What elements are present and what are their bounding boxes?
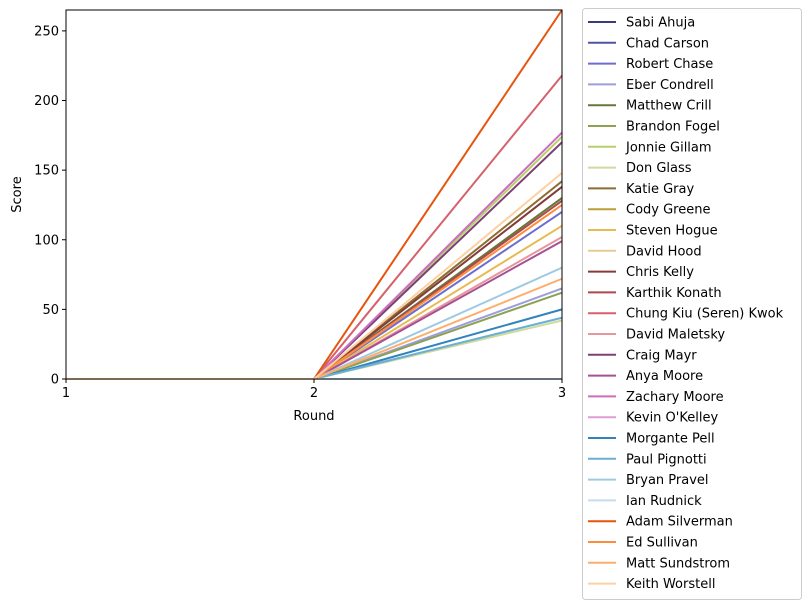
legend-item: Robert Chase — [588, 57, 713, 72]
series-line — [66, 141, 563, 380]
series-line — [66, 224, 563, 380]
y-tick-label: 0 — [51, 373, 59, 388]
legend-label: Anya Moore — [626, 369, 703, 384]
y-tick-label: 50 — [42, 303, 59, 318]
legend-item: Steven Hogue — [588, 224, 718, 239]
series-line — [66, 316, 563, 380]
series-line — [66, 131, 563, 380]
legend: Sabi Ahuja Chad Carson Robert Chase Eber Co… — [582, 8, 802, 600]
legend-label: David Hood — [626, 244, 702, 259]
y-tick-label: 100 — [34, 233, 59, 248]
y-tick-label: 200 — [34, 94, 59, 109]
x-tick-label: 1 — [62, 386, 70, 401]
legend-label: Zachary Moore — [626, 390, 724, 405]
legend-item: Zachary Moore — [588, 390, 724, 405]
legend-label: Ian Rudnick — [626, 494, 702, 509]
series-line — [66, 9, 563, 380]
legend-item: David Hood — [588, 244, 702, 259]
y-axis-label: Score — [10, 176, 25, 212]
legend-label: Katie Gray — [626, 182, 694, 197]
legend-label: Karthik Konath — [626, 286, 722, 301]
legend-item: Eber Condrell — [588, 78, 714, 93]
legend-label: David Maletsky — [626, 328, 725, 343]
x-tick-label: 2 — [310, 386, 318, 401]
legend-item: Matt Sundstrom — [588, 556, 730, 571]
legend-item: Anya Moore — [588, 369, 703, 384]
legend-item: Brandon Fogel — [588, 120, 720, 135]
legend-label: Ed Sullivan — [626, 536, 698, 551]
legend-item: Jonnie Gillam — [588, 140, 712, 155]
legend-label: Matthew Crill — [626, 99, 712, 114]
legend-label: Brandon Fogel — [626, 120, 720, 135]
legend-item: David Maletsky — [588, 328, 725, 343]
legend-item: Craig Mayr — [588, 348, 697, 363]
legend-label: Craig Mayr — [626, 348, 697, 363]
legend-label: Cody Greene — [626, 203, 710, 218]
legend-label: Chris Kelly — [626, 265, 694, 280]
legend-item: Ian Rudnick — [588, 494, 702, 509]
legend-label: Steven Hogue — [626, 224, 718, 239]
series-line — [66, 308, 563, 380]
legend-label: Morgante Pell — [626, 432, 715, 447]
legend-frame — [582, 8, 802, 600]
legend-item: Adam Silverman — [588, 515, 733, 530]
legend-label: Bryan Pravel — [626, 473, 709, 488]
legend-item: Matthew Crill — [588, 99, 712, 114]
legend-label: Chung Kiu (Seren) Kwok — [626, 307, 784, 322]
legend-item: Sabi Ahuja — [588, 16, 695, 31]
legend-label: Keith Worstell — [626, 577, 715, 592]
legend-label: Eber Condrell — [626, 78, 714, 93]
legend-label: Kevin O'Kelley — [626, 411, 718, 426]
legend-item: Cody Greene — [588, 203, 710, 218]
legend-label: Chad Carson — [626, 36, 709, 51]
series-line — [66, 266, 563, 380]
y-tick-label: 250 — [34, 24, 59, 39]
series-line — [66, 204, 563, 380]
legend-label: Matt Sundstrom — [626, 556, 730, 571]
plot-frame — [65, 9, 563, 380]
series-line — [66, 172, 563, 380]
legend-label: Robert Chase — [626, 57, 713, 72]
legend-item: Karthik Konath — [588, 286, 722, 301]
legend-item: Katie Gray — [588, 182, 694, 197]
legend-item: Chad Carson — [588, 36, 709, 51]
legend-item: Chris Kelly — [588, 265, 694, 280]
y-tick-label: 150 — [34, 164, 59, 179]
legend-label: Don Glass — [626, 161, 692, 176]
x-axis-label: Round — [293, 409, 334, 424]
legend-label: Sabi Ahuja — [626, 16, 695, 31]
legend-item: Don Glass — [588, 161, 692, 176]
legend-item: Bryan Pravel — [588, 473, 709, 488]
legend-item: Morgante Pell — [588, 432, 715, 447]
legend-item: Chung Kiu (Seren) Kwok — [588, 307, 784, 322]
legend-item: Keith Worstell — [588, 577, 715, 592]
legend-item: Ed Sullivan — [588, 536, 698, 551]
series-line — [66, 211, 563, 380]
series-line — [66, 277, 563, 380]
series-line — [66, 197, 563, 380]
legend-item: Kevin O'Kelley — [588, 411, 718, 426]
legend-label: Jonnie Gillam — [625, 140, 712, 155]
legend-label: Adam Silverman — [626, 515, 733, 530]
legend-item: Paul Pignotti — [588, 452, 707, 467]
legend-label: Paul Pignotti — [626, 452, 707, 467]
x-tick-label: 3 — [558, 386, 566, 401]
series-line — [66, 199, 563, 380]
